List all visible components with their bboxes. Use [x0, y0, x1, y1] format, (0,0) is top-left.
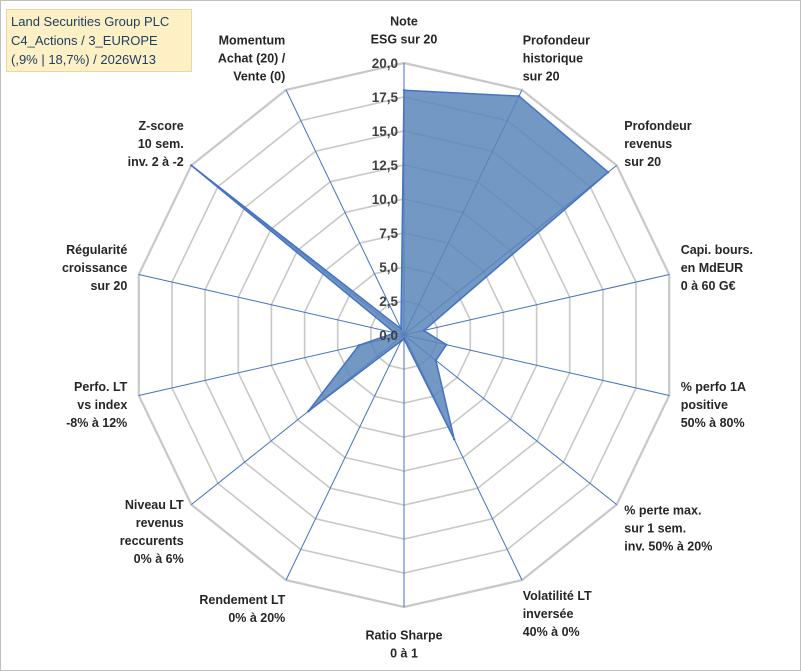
- tick-label-0: 0,0: [379, 328, 398, 343]
- axis-label-line: Profondeur: [624, 119, 691, 133]
- tick-label-3: 7,5: [379, 226, 398, 241]
- axis-label-line: inv. 2 à -2: [128, 155, 184, 169]
- axis-label-line: sur 1 sem.: [624, 522, 686, 536]
- axis-label-0: Note ESG sur 20: [371, 14, 438, 46]
- axis-label-1: Profondeur historique sur 20: [523, 34, 590, 84]
- axis-label-13: Momentum Achat (20) / Vente (0): [218, 34, 286, 84]
- axis-label-line: Capi. bours.: [681, 243, 753, 257]
- axis-label-line: inversée: [523, 607, 574, 621]
- axis-label-line: Niveau LT: [125, 498, 184, 512]
- spoke-5: [403, 334, 618, 505]
- tick-label-8: 20,0: [372, 56, 398, 71]
- tick-label-1: 2,5: [379, 294, 398, 309]
- axis-label-line: Ratio Sharpe: [365, 628, 442, 642]
- axis-label-line: Vente (0): [233, 70, 285, 84]
- series-point-11: [393, 331, 396, 335]
- axis-label-line: Perfo. LT: [74, 380, 128, 394]
- axis-label-line: revenus: [136, 516, 184, 530]
- axis-label-line: inv. 50% à 20%: [624, 540, 712, 554]
- axis-label-line: Z-score: [139, 119, 184, 133]
- axis-label-line: Volatilité LT: [523, 589, 592, 603]
- axis-label-line: sur 20: [523, 70, 560, 84]
- tick-label-5: 12,5: [372, 158, 399, 173]
- series-point-0: [402, 89, 406, 92]
- axis-label-9: Niveau LT revenus reccurents 0% à 6%: [120, 498, 184, 566]
- spoke-11: [138, 274, 405, 336]
- axis-label-line: % perte max.: [624, 504, 701, 518]
- axis-label-line: Momentum: [219, 34, 286, 48]
- axis-label-line: sur 20: [624, 155, 661, 169]
- series-point-12: [190, 164, 193, 167]
- axis-label-5: % perte max. sur 1 sem. inv. 50% à 20%: [624, 504, 712, 554]
- axis-label-line: Achat (20) /: [218, 52, 286, 66]
- chart-title-box: Land Securities Group PLC C4_Actions / 3…: [6, 9, 192, 72]
- series-point-5: [434, 359, 438, 362]
- axis-label-3: Capi. bours. en MdEUR 0 à 60 G€: [681, 243, 753, 293]
- spoke-3: [403, 274, 670, 336]
- series-point-8: [399, 339, 403, 343]
- tick-label-6: 15,0: [372, 124, 398, 139]
- axis-label-line: Régularité: [66, 243, 127, 257]
- axis-label-7: Ratio Sharpe 0 à 1: [365, 628, 442, 660]
- series-point-7: [402, 337, 406, 341]
- spoke-13: [285, 89, 405, 336]
- axis-label-line: positive: [681, 398, 728, 412]
- axis-label-line: Rendement LT: [199, 593, 285, 607]
- axis-label-line: historique: [523, 52, 583, 66]
- spoke-8: [285, 334, 405, 581]
- title-line-3: (,9% | 18,7%) / 2026W13: [11, 52, 157, 67]
- tick-label-2: 5,0: [379, 260, 398, 275]
- axis-label-6: Volatilité LT inversée 40% à 0%: [523, 589, 592, 639]
- axis-label-11: Régularité croissance sur 20: [62, 243, 127, 293]
- axis-label-line: 10 sem.: [138, 137, 184, 151]
- axis-label-line: 0% à 20%: [228, 611, 285, 625]
- axis-label-12: Z-score 10 sem. inv. 2 à -2: [128, 119, 184, 169]
- axis-label-line: Profondeur: [523, 34, 590, 48]
- axis-label-10: Perfo. LT vs index -8% à 12%: [66, 380, 128, 430]
- tick-label-4: 10,0: [372, 192, 398, 207]
- axis-label-line: 40% à 0%: [523, 625, 580, 639]
- series-point-10: [357, 344, 361, 347]
- series-point-9: [307, 410, 310, 413]
- title-line-2: C4_Actions / 3_EUROPE: [11, 33, 158, 48]
- tick-label-7: 17,5: [372, 90, 399, 105]
- axis-label-4: % perfo 1A positive 50% à 80%: [681, 380, 746, 430]
- series-point-6: [453, 438, 456, 441]
- axis-label-line: reccurents: [120, 534, 184, 548]
- axis-label-line: 0 à 1: [390, 646, 418, 660]
- axis-label-line: 50% à 80%: [681, 416, 745, 430]
- radar-series: [190, 89, 610, 441]
- axis-label-line: 0 à 60 G€: [681, 279, 736, 293]
- axis-label-line: en MdEUR: [681, 261, 744, 275]
- axis-label-line: % perfo 1A: [681, 380, 746, 394]
- axis-label-line: -8% à 12%: [66, 416, 127, 430]
- series-point-13: [399, 327, 403, 331]
- title-line-1: Land Securities Group PLC: [11, 14, 170, 29]
- radar-axis-labels: Note ESG sur 20 Profondeur historique sur 20…: [62, 14, 753, 660]
- series-point-4: [445, 343, 448, 346]
- axis-label-line: revenus: [624, 137, 672, 151]
- axis-label-line: croissance: [62, 261, 127, 275]
- radar-tick-labels: 0,0 2,5 5,0 7,5 10,0 12,5 15,0 17,5 20,0: [372, 56, 399, 343]
- axis-label-line: sur 20: [90, 279, 127, 293]
- series-point-2: [607, 171, 610, 174]
- axis-label-line: Note: [390, 14, 418, 28]
- axis-label-8: Rendement LT 0% à 20%: [199, 593, 285, 625]
- axis-label-line: vs index: [77, 398, 127, 412]
- axis-label-line: 0% à 6%: [134, 552, 184, 566]
- series-point-1: [517, 94, 521, 98]
- axis-label-line: ESG sur 20: [371, 32, 438, 46]
- series-point-3: [422, 329, 426, 332]
- axis-label-2: Profondeur revenus sur 20: [624, 119, 691, 169]
- spoke-4: [403, 334, 670, 396]
